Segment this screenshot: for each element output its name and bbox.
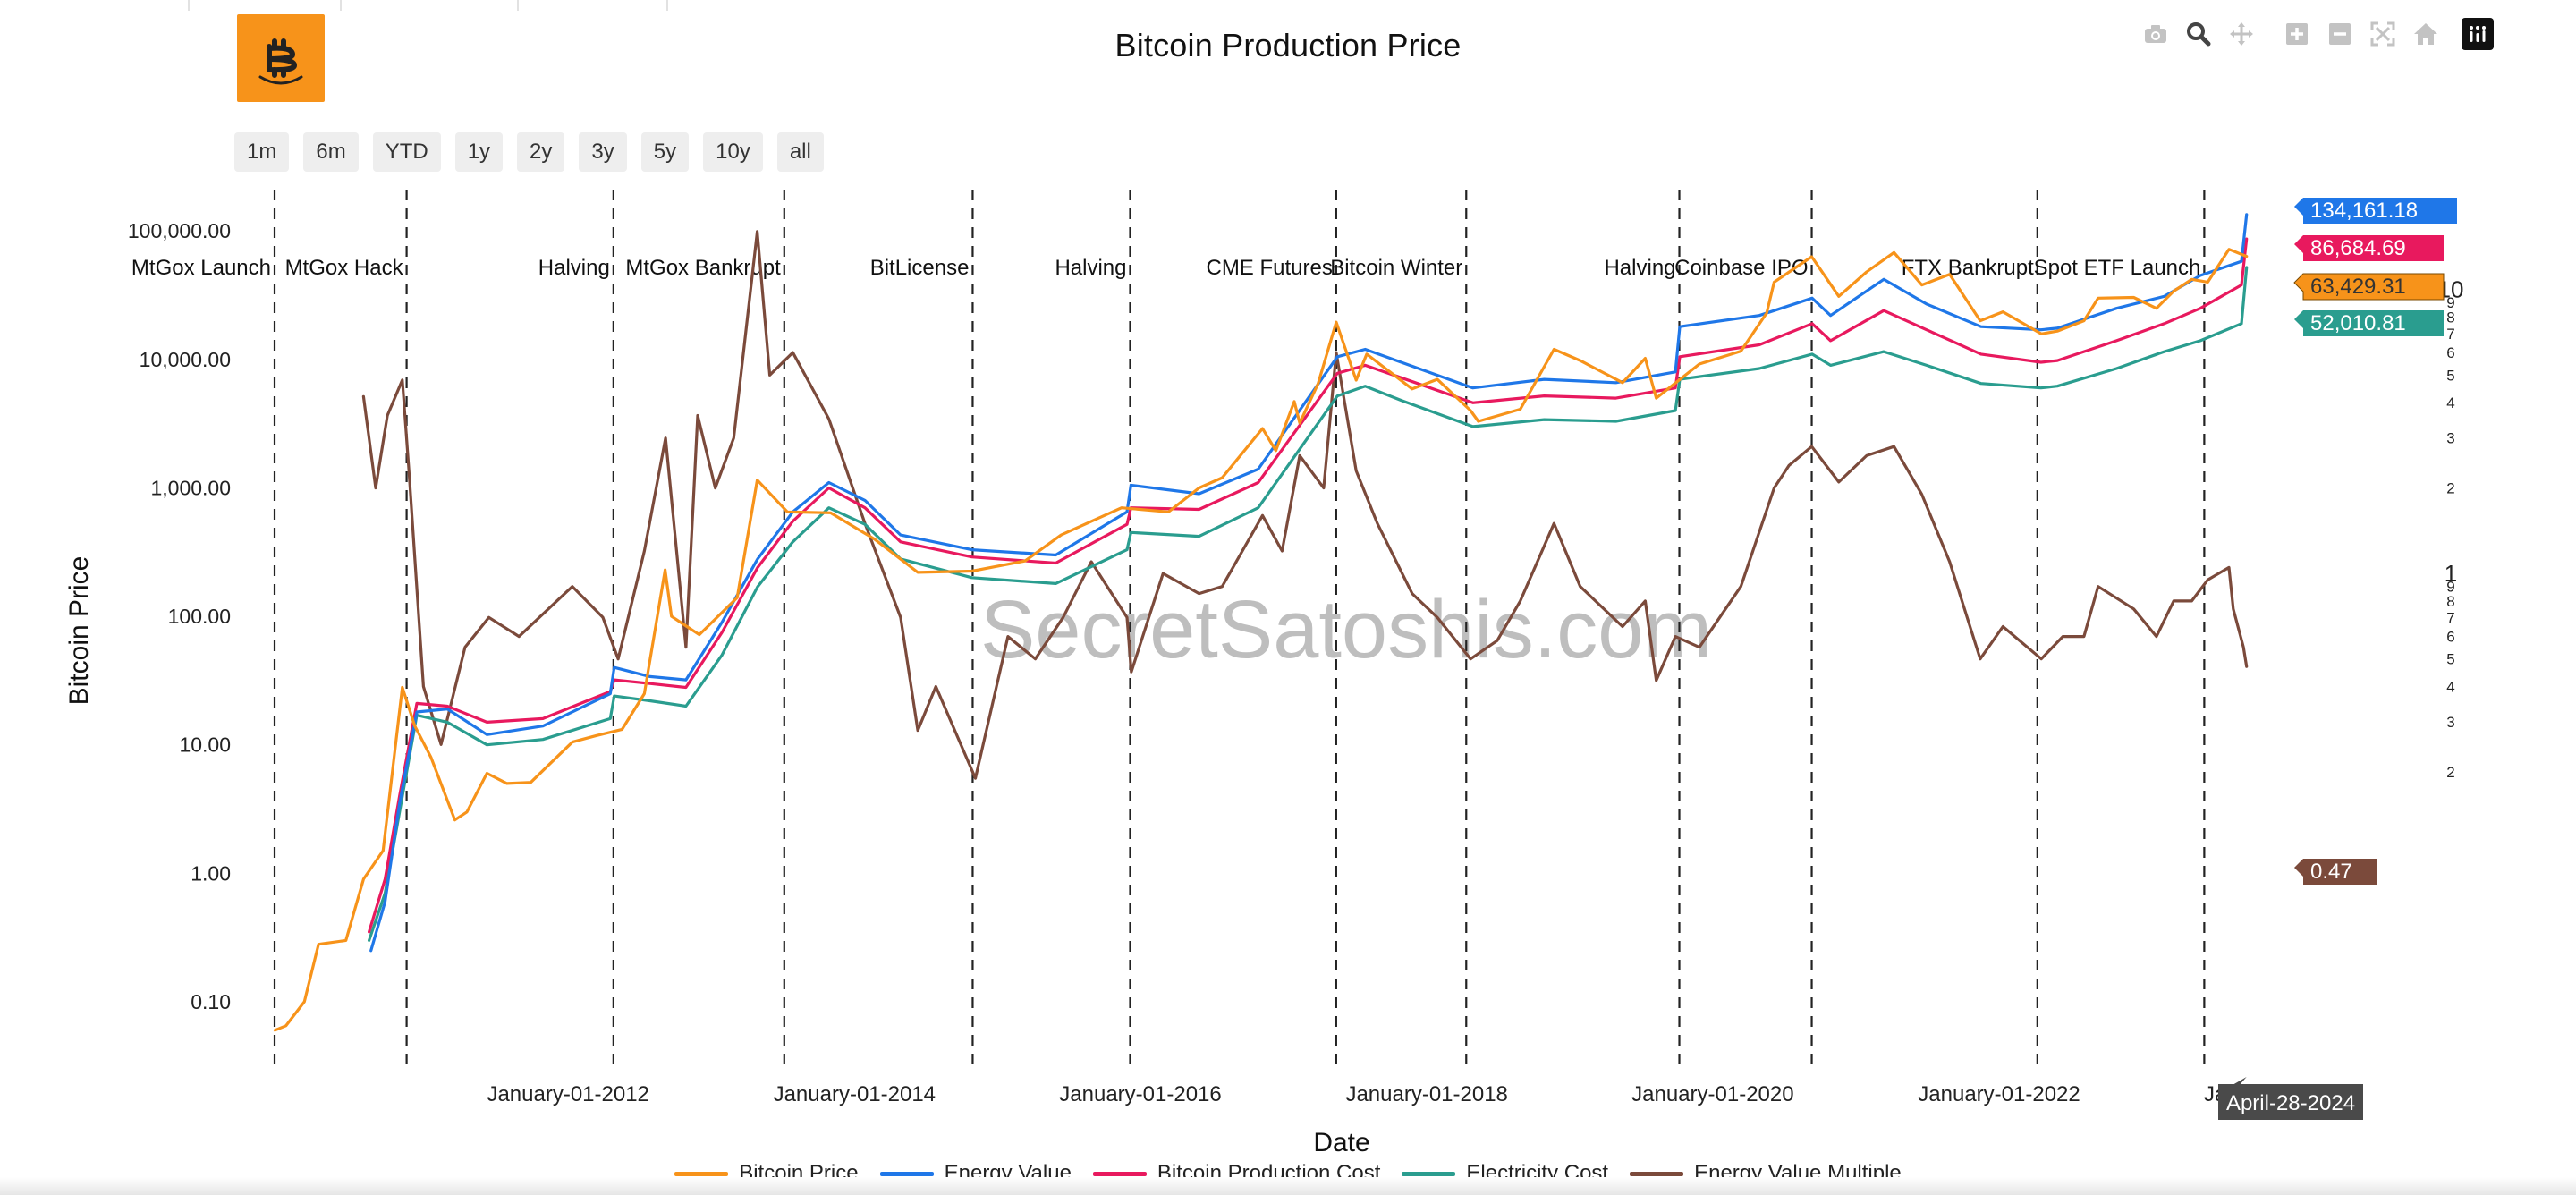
x-tick-label: January-01-2018 — [1345, 1082, 1507, 1106]
event-label: Halving — [1055, 256, 1126, 280]
legend-swatch — [1630, 1171, 1684, 1176]
range-button-1y[interactable]: 1y — [454, 132, 504, 172]
legend-swatch — [674, 1171, 729, 1176]
legend-swatch — [1092, 1171, 1147, 1176]
y2-minor-tick-label: 5 — [2446, 367, 2454, 384]
y2-minor-tick-label: 5 — [2446, 651, 2454, 668]
end-value-flag — [2294, 310, 2444, 336]
end-value-flag — [2294, 859, 2377, 885]
y-tick-label: 0.10 — [191, 990, 231, 1013]
y2-minor-tick-label: 4 — [2446, 394, 2454, 411]
page-bottom-edge — [0, 1177, 2576, 1195]
end-value-label: 86,684.69 — [2310, 236, 2406, 260]
autoscale-icon[interactable] — [2367, 18, 2399, 50]
hover-date-flag — [2218, 1077, 2363, 1120]
y-tick-label: 100,000.00 — [128, 219, 231, 242]
pan-icon[interactable] — [2225, 18, 2258, 50]
event-label: MtGox Hack — [285, 256, 404, 280]
y2-minor-tick-label: 4 — [2446, 678, 2454, 695]
range-button-all[interactable]: all — [776, 132, 824, 172]
y2-minor-tick-label: 2 — [2446, 480, 2454, 497]
range-button-5y[interactable]: 5y — [640, 132, 690, 172]
range-button-3y[interactable]: 3y — [579, 132, 627, 172]
y2-minor-tick-label: 9 — [2446, 294, 2454, 311]
y-axis-title: Bitcoin Price — [64, 556, 94, 706]
x-axis-title: Date — [1313, 1128, 1369, 1157]
series-line — [361, 230, 2249, 780]
reset-home-icon[interactable] — [2410, 18, 2442, 50]
end-value-label: 52,010.81 — [2310, 311, 2406, 335]
series-line — [368, 266, 2249, 942]
range-button-6m[interactable]: 6m — [303, 132, 359, 172]
series-line — [369, 213, 2249, 953]
legend-swatch — [1402, 1171, 1456, 1176]
event-label: CME Futures — [1206, 256, 1332, 280]
event-label: FTX Bankrupt — [1902, 256, 2034, 280]
event-label: Spot ETF Launch — [2034, 256, 2201, 280]
end-value-label: 63,429.31 — [2310, 275, 2406, 299]
event-label: Coinbase IPO — [1674, 256, 1808, 280]
bitcoin-logo-icon — [258, 38, 303, 85]
x-tick-label: January-01-2014 — [774, 1082, 936, 1106]
modebar — [2129, 16, 2494, 52]
y2-minor-tick-label: 6 — [2446, 344, 2454, 361]
y2-minor-tick-label: 3 — [2446, 714, 2454, 731]
end-value-flag — [2293, 273, 2445, 301]
y-tick-label: 100.00 — [168, 605, 231, 628]
event-label: Halving — [1604, 256, 1675, 280]
x-tick-label: January-01-2020 — [1631, 1082, 1793, 1106]
y2-minor-tick-label: 9 — [2446, 579, 2454, 596]
end-value-label: 0.47 — [2310, 860, 2352, 884]
y-tick-label: 1.00 — [191, 861, 231, 885]
event-label: Bitcoin Winter — [1330, 256, 1462, 280]
zoom-out-icon[interactable] — [2324, 18, 2356, 50]
event-label: BitLicense — [870, 256, 970, 280]
chart-title: Bitcoin Production Price — [1114, 27, 1462, 64]
y2-minor-tick-label: 8 — [2446, 309, 2454, 326]
zoom-icon[interactable] — [2182, 18, 2215, 50]
y2-minor-tick-label: 2 — [2446, 764, 2454, 781]
event-label: Halving — [538, 256, 610, 280]
camera-icon[interactable] — [2140, 18, 2172, 50]
y-tick-label: 10,000.00 — [140, 348, 231, 371]
end-value-flag — [2294, 198, 2457, 224]
x-tick-label: January-01-2016 — [1059, 1082, 1221, 1106]
hover-date-label: April-28-2024 — [2226, 1091, 2355, 1115]
browser-tab-strip — [0, 0, 2576, 11]
zoom-in-icon[interactable] — [2281, 18, 2313, 50]
y-tick-label: 10.00 — [179, 733, 231, 757]
range-button-10y[interactable]: 10y — [703, 132, 763, 172]
y2-minor-tick-label: 7 — [2446, 609, 2454, 626]
plotly-logo-icon[interactable] — [2462, 18, 2494, 50]
legend-swatch — [879, 1171, 934, 1176]
watermark: SecretSatoshis.com — [980, 584, 1712, 675]
x-tick-label: January-01-2012 — [487, 1082, 648, 1106]
event-label: MtGox Bankrupt — [625, 256, 781, 280]
end-value-flag — [2294, 235, 2444, 261]
y2-major-tick-label: 1 — [2445, 560, 2457, 587]
range-button-1m[interactable]: 1m — [234, 132, 290, 172]
event-label: MtGox Launch — [131, 256, 271, 280]
x-tick-label: January-01-2022 — [1918, 1082, 2080, 1106]
y-tick-label: 1,000.00 — [150, 476, 231, 499]
secret-satoshis-logo — [237, 14, 325, 102]
range-selector: 1m 6m YTD 1y 2y 3y 5y 10y all — [234, 132, 838, 172]
y2-minor-tick-label: 7 — [2446, 326, 2454, 343]
series-line — [273, 248, 2249, 1032]
range-button-2y[interactable]: 2y — [517, 132, 565, 172]
range-button-ytd[interactable]: YTD — [372, 132, 441, 172]
end-value-label: 134,161.18 — [2310, 199, 2418, 223]
y2-minor-tick-label: 3 — [2446, 430, 2454, 447]
y2-minor-tick-label: 8 — [2446, 593, 2454, 610]
y2-minor-tick-label: 6 — [2446, 629, 2454, 646]
